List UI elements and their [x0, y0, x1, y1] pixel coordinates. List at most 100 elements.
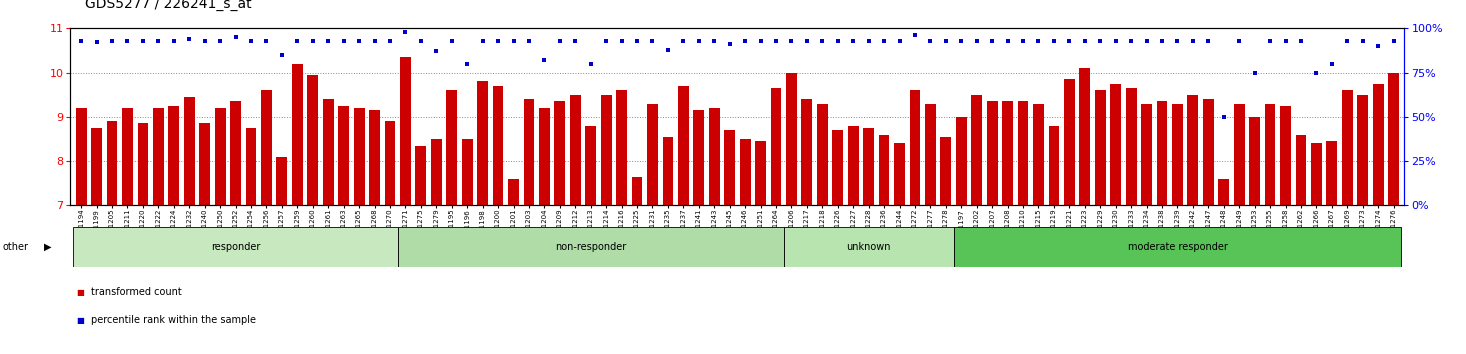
- FancyBboxPatch shape: [784, 227, 953, 267]
- Point: [208, 38, 232, 44]
- Point: [471, 38, 494, 44]
- Bar: [1003, 101, 1013, 205]
- Bar: [724, 130, 734, 205]
- Bar: [647, 103, 658, 205]
- Bar: [1296, 135, 1306, 205]
- Bar: [431, 139, 441, 205]
- Point: [858, 38, 881, 44]
- FancyBboxPatch shape: [953, 227, 1401, 267]
- Bar: [878, 135, 890, 205]
- Point: [532, 57, 556, 63]
- Bar: [539, 108, 550, 205]
- Point: [409, 38, 432, 44]
- Point: [487, 38, 510, 44]
- Bar: [755, 141, 765, 205]
- Point: [718, 41, 742, 47]
- Point: [317, 38, 340, 44]
- Point: [301, 38, 324, 44]
- Bar: [632, 177, 642, 205]
- FancyBboxPatch shape: [397, 227, 784, 267]
- Point: [594, 38, 617, 44]
- Point: [702, 38, 726, 44]
- Bar: [601, 95, 611, 205]
- Bar: [230, 101, 240, 205]
- Bar: [246, 128, 257, 205]
- Text: transformed count: transformed count: [91, 287, 182, 297]
- Bar: [710, 108, 720, 205]
- Point: [147, 38, 170, 44]
- Point: [132, 38, 155, 44]
- Bar: [925, 103, 935, 205]
- Point: [919, 38, 943, 44]
- Point: [255, 38, 279, 44]
- Text: non-responder: non-responder: [556, 242, 626, 252]
- Point: [872, 38, 896, 44]
- Bar: [786, 73, 798, 205]
- Bar: [277, 157, 287, 205]
- Point: [270, 52, 293, 58]
- Bar: [183, 97, 195, 205]
- Bar: [353, 108, 365, 205]
- Point: [811, 38, 834, 44]
- Point: [1057, 38, 1080, 44]
- Point: [733, 38, 756, 44]
- Text: moderate responder: moderate responder: [1127, 242, 1227, 252]
- Bar: [585, 126, 597, 205]
- Bar: [138, 124, 148, 205]
- Bar: [1327, 141, 1337, 205]
- Point: [1089, 38, 1113, 44]
- Point: [1196, 38, 1220, 44]
- Bar: [677, 86, 689, 205]
- Bar: [863, 128, 874, 205]
- Point: [1104, 38, 1127, 44]
- Point: [671, 38, 695, 44]
- Point: [1182, 38, 1205, 44]
- Point: [1026, 38, 1050, 44]
- Point: [1165, 38, 1189, 44]
- Bar: [847, 126, 859, 205]
- Point: [347, 38, 371, 44]
- Point: [1212, 114, 1236, 120]
- Bar: [802, 99, 812, 205]
- Point: [1227, 38, 1250, 44]
- Point: [331, 38, 355, 44]
- Bar: [169, 106, 179, 205]
- Point: [224, 34, 248, 40]
- Bar: [554, 101, 566, 205]
- Bar: [523, 99, 534, 205]
- Point: [456, 61, 479, 67]
- Bar: [1358, 95, 1368, 205]
- Bar: [122, 108, 133, 205]
- Point: [579, 61, 603, 67]
- Point: [780, 38, 803, 44]
- Bar: [987, 101, 997, 205]
- Point: [517, 38, 541, 44]
- Bar: [616, 90, 627, 205]
- Bar: [369, 110, 380, 205]
- Point: [194, 38, 217, 44]
- Bar: [1187, 95, 1198, 205]
- Point: [239, 38, 262, 44]
- Text: ■: ■: [76, 316, 84, 325]
- FancyBboxPatch shape: [73, 227, 397, 267]
- Point: [440, 38, 463, 44]
- Text: GDS5277 / 226241_s_at: GDS5277 / 226241_s_at: [85, 0, 252, 11]
- Point: [749, 38, 773, 44]
- Bar: [1034, 103, 1044, 205]
- Bar: [909, 90, 921, 205]
- Bar: [771, 88, 781, 205]
- Bar: [1126, 88, 1136, 205]
- Bar: [1372, 84, 1384, 205]
- Point: [626, 38, 649, 44]
- Bar: [261, 90, 271, 205]
- Bar: [91, 128, 103, 205]
- Point: [100, 38, 123, 44]
- Point: [1352, 38, 1375, 44]
- Point: [1258, 38, 1281, 44]
- Point: [1289, 38, 1312, 44]
- Point: [888, 38, 912, 44]
- Point: [1042, 38, 1066, 44]
- Bar: [1265, 103, 1275, 205]
- Point: [362, 38, 386, 44]
- Point: [764, 38, 787, 44]
